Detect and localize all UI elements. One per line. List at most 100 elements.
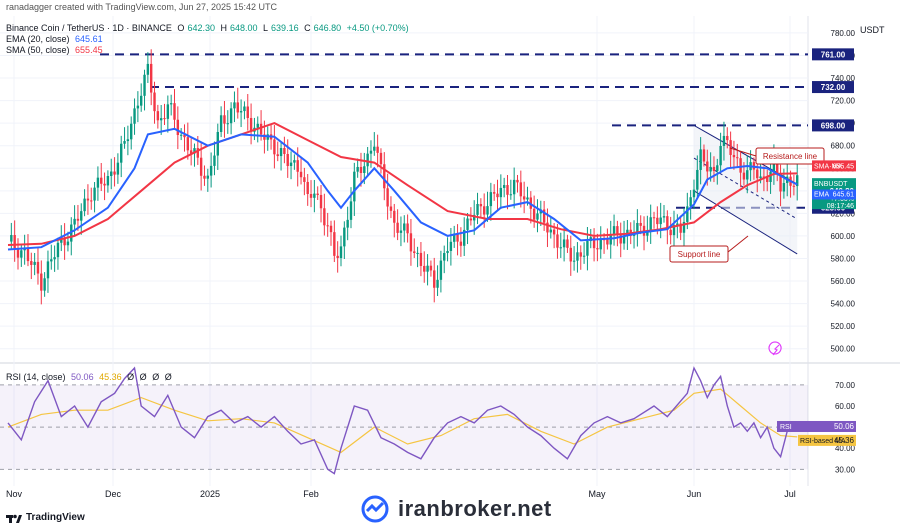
candle-body	[33, 261, 36, 265]
candle-body	[169, 103, 173, 105]
candle-body	[130, 123, 133, 140]
rsi-tick-label: 40.00	[835, 444, 856, 453]
candle-body	[559, 247, 562, 249]
rsi-tick-label: 70.00	[835, 381, 856, 390]
candle-body	[409, 233, 413, 252]
candle-body	[486, 206, 489, 215]
time-tick-label: Feb	[303, 489, 319, 499]
support-callout-box	[669, 245, 729, 263]
candle-body	[769, 171, 772, 183]
candle-body	[30, 261, 33, 265]
candle-body	[309, 194, 313, 198]
ema-legend-value: 645.61	[75, 34, 103, 44]
candle-body	[656, 217, 659, 225]
candle-body	[143, 74, 146, 96]
ohlc-close: 646.80	[313, 23, 342, 33]
rsi-tick-label: 60.00	[835, 402, 856, 411]
candle-body	[50, 259, 53, 262]
price-tick-label: 560.00	[831, 277, 856, 286]
candle-body	[526, 197, 529, 200]
rsi-ma-axis-tag-label: RSI-based MA	[800, 438, 846, 445]
candle-body	[582, 255, 586, 257]
candle-body	[479, 203, 483, 207]
rsi-legend[interactable]: RSI (14, close) 50.06 45.36 Ø Ø Ø Ø	[6, 372, 175, 382]
candle-body	[349, 201, 353, 220]
candle-body	[739, 158, 742, 173]
candle-body	[229, 108, 233, 124]
candle-body	[456, 233, 459, 242]
candle-body	[156, 111, 160, 121]
candle-body	[389, 206, 393, 211]
candle-body	[762, 176, 766, 178]
sma-legend-value: 655.45	[75, 45, 103, 55]
candle-body	[219, 115, 223, 132]
candle-body	[176, 119, 180, 135]
candle-body	[716, 165, 719, 171]
candle-body	[13, 235, 16, 249]
candle-body	[376, 146, 379, 153]
candle-body	[46, 261, 50, 279]
ema-legend-label: EMA (20, close)	[6, 34, 70, 44]
sma-legend-label: SMA (50, close)	[6, 45, 70, 55]
symbol-title[interactable]: Binance Coin / TetherUS · 1D · BINANCE	[6, 23, 172, 33]
candle-body	[236, 102, 239, 113]
candle-body	[579, 252, 582, 257]
sma-legend[interactable]: SMA (50, close) 655.45	[6, 45, 106, 55]
candle-body	[662, 216, 666, 218]
candle-body	[522, 196, 526, 200]
candle-body	[516, 179, 519, 183]
candle-body	[313, 193, 316, 198]
candle-body	[436, 279, 439, 288]
candle-body	[506, 185, 509, 195]
candle-body	[766, 176, 769, 183]
time-tick-label: Jun	[687, 489, 702, 499]
candle-body	[416, 252, 419, 254]
sma-axis-tag-value: 655.45	[833, 163, 855, 170]
price-tick-label: 580.00	[831, 254, 856, 263]
candle-body	[636, 222, 639, 234]
candle-body	[103, 183, 106, 186]
candle-body	[499, 187, 503, 198]
ema-legend[interactable]: EMA (20, close) 645.61	[6, 34, 106, 44]
candle-body	[652, 217, 656, 219]
candle-body	[509, 194, 513, 196]
candle-body	[512, 179, 516, 195]
candle-body	[369, 150, 373, 154]
tradingview-brand[interactable]: TradingView	[6, 512, 85, 523]
candle-body	[562, 239, 566, 248]
price-tick-label: 680.00	[831, 142, 856, 151]
candle-body	[459, 241, 463, 246]
candle-body	[439, 260, 443, 280]
candle-body	[153, 92, 156, 112]
candle-body	[729, 140, 732, 155]
price-tick-label: 540.00	[831, 300, 856, 309]
level-price-label: 732.00	[821, 83, 846, 92]
candle-body	[159, 118, 163, 121]
candle-body	[722, 135, 726, 146]
candle-body	[273, 139, 276, 155]
candle-body	[203, 175, 206, 179]
currency-label[interactable]: USDT	[860, 25, 885, 35]
candle-body	[306, 181, 309, 195]
price-tick-label: 620.00	[831, 209, 856, 218]
watermark-logo-icon	[361, 495, 389, 523]
resistance-callout-arrow	[729, 147, 757, 157]
candle-body	[489, 192, 493, 207]
candle-body	[473, 214, 476, 221]
rsi-legend-ma: 45.36	[99, 372, 122, 382]
candle-body	[696, 169, 699, 190]
candle-body	[453, 233, 456, 242]
candle-body	[323, 208, 326, 226]
candle-body	[742, 172, 746, 180]
candle-body	[639, 222, 642, 226]
candle-body	[133, 108, 136, 124]
level-price-label: 698.00	[821, 121, 846, 130]
price-tick-label: 720.00	[831, 97, 856, 106]
level-price-tag	[812, 48, 854, 61]
candle-body	[732, 154, 736, 158]
candle-body	[373, 146, 376, 151]
tradingview-label: TradingView	[26, 512, 85, 523]
candle-body	[60, 237, 63, 243]
candle-body	[792, 185, 796, 187]
